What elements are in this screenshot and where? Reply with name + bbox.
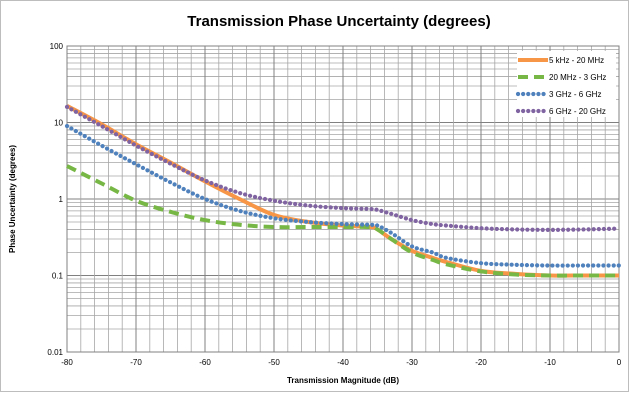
legend-label: 6 GHz - 20 GHz — [549, 107, 606, 116]
y-tick-label: 100 — [50, 42, 64, 51]
series-line — [64, 104, 622, 232]
series-line — [66, 164, 619, 278]
y-tick-label: 10 — [54, 119, 63, 128]
y-tick-label: 1 — [59, 195, 64, 204]
y-tick-label: 0.01 — [47, 348, 63, 357]
x-axis-title: Transmission Magnitude (dB) — [287, 376, 399, 385]
x-tick-label: -80 — [61, 358, 73, 367]
chart-title: Transmission Phase Uncertainty (degrees) — [187, 13, 490, 30]
x-tick-label: -30 — [406, 358, 418, 367]
legend-label: 5 kHz - 20 MHz — [549, 56, 604, 65]
x-tick-label: -70 — [130, 358, 142, 367]
series-line — [64, 123, 622, 268]
legend-label: 20 MHz - 3 GHz — [549, 73, 606, 82]
y-tick-label: 0.1 — [52, 272, 64, 281]
legend: 5 kHz - 20 MHz 20 MHz - 3 GHz 3 GHz - 6 GH… — [515, 51, 616, 117]
y-axis-title: Phase Uncertainty (degrees) — [8, 145, 17, 253]
plot-border — [66, 45, 620, 353]
x-tick-label: -10 — [544, 358, 556, 367]
x-tick-label: -60 — [199, 358, 211, 367]
x-tick-label: -40 — [337, 358, 349, 367]
x-tick-label: -20 — [475, 358, 487, 367]
y-tick-labels: 100 10 1 0.1 0.01 — [47, 42, 63, 357]
legend-label: 3 GHz - 6 GHz — [549, 90, 601, 99]
x-tick-labels: -80 -70 -60 -50 -40 -30 -20 -10 0 — [61, 358, 622, 367]
series-group — [64, 104, 622, 278]
x-tick-label: 0 — [617, 358, 622, 367]
x-tick-label: -50 — [268, 358, 280, 367]
